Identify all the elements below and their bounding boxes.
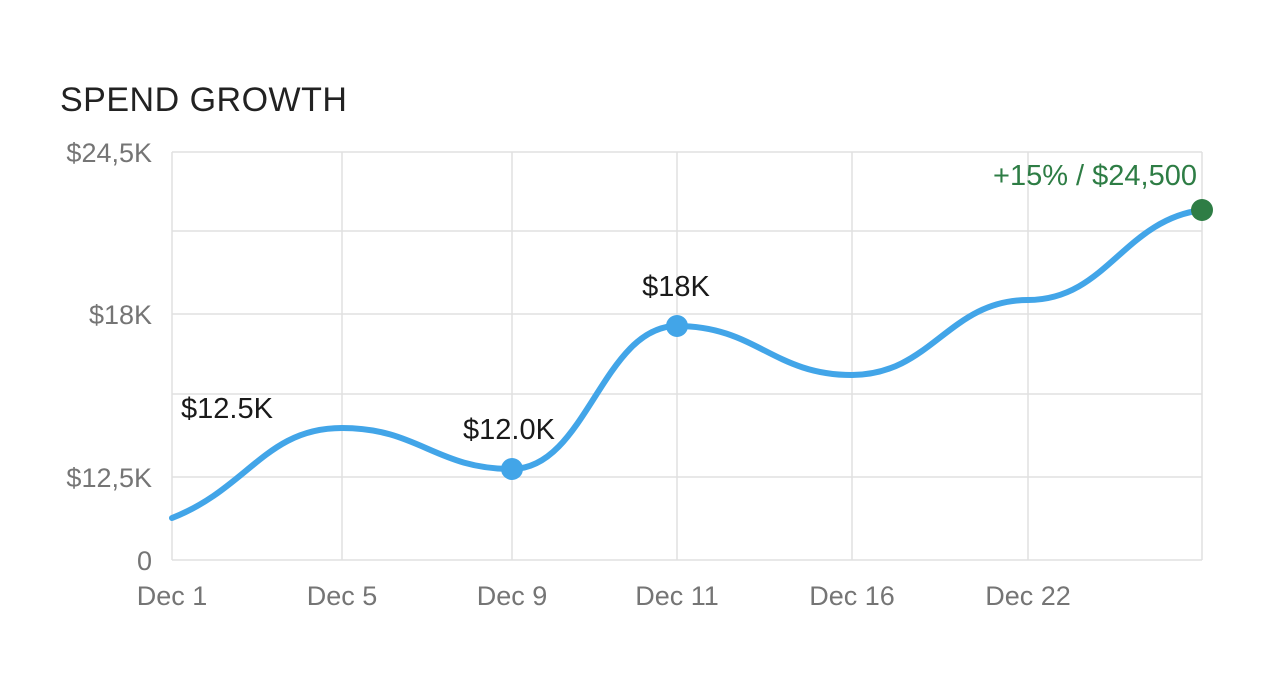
y-tick-label: $18K <box>89 300 152 330</box>
x-tick-label: Dec 11 <box>635 581 719 611</box>
highlight-marker <box>1191 199 1213 221</box>
x-tick-label: Dec 5 <box>307 581 378 611</box>
highlight-label: +15% / $24,500 <box>993 160 1197 192</box>
y-tick-label: 0 <box>137 546 152 576</box>
x-tick-label: Dec 1 <box>137 581 208 611</box>
data-point-marker <box>666 315 688 337</box>
x-axis: Dec 1 Dec 5 Dec 9 Dec 11 Dec 16 Dec 22 <box>137 581 1071 611</box>
x-tick-label: Dec 9 <box>477 581 548 611</box>
markers <box>501 199 1213 480</box>
x-tick-label: Dec 22 <box>985 581 1071 611</box>
data-label: $12.0K <box>463 414 556 446</box>
chart-title: SPEND GROWTH <box>60 81 348 119</box>
series-line <box>169 207 1205 521</box>
data-label: $18K <box>642 271 710 303</box>
x-tick-label: Dec 16 <box>809 581 895 611</box>
y-tick-label: $24,5K <box>66 138 152 168</box>
data-point-marker <box>501 458 523 480</box>
y-axis: 0 $12,5K $18K $24,5K <box>66 138 152 576</box>
data-label: $12.5K <box>181 393 274 425</box>
data-labels: $12.5K $12.0K $18K +15% / $24,500 <box>181 160 1197 446</box>
grid <box>171 151 1203 561</box>
series-line-path <box>169 207 1205 521</box>
y-tick-label: $12,5K <box>66 463 152 493</box>
